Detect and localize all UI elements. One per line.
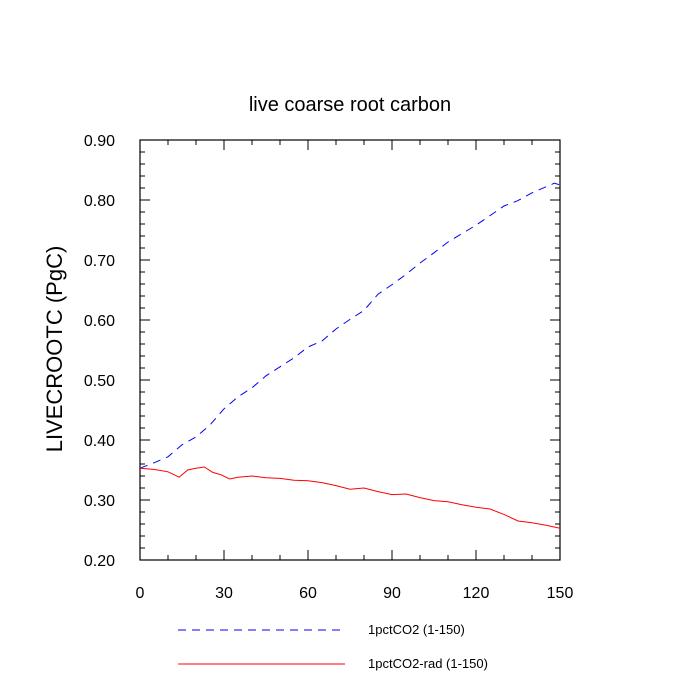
y-tick-label: 0.70 bbox=[84, 253, 115, 270]
x-tick-label: 90 bbox=[383, 585, 401, 602]
x-tick-label: 0 bbox=[136, 585, 145, 602]
y-tick-label: 0.40 bbox=[84, 433, 115, 450]
plot-frame bbox=[139, 139, 561, 561]
legend-label-1: 1pctCO2 (1-150) bbox=[368, 622, 465, 637]
x-tick-label: 30 bbox=[215, 585, 233, 602]
legend-label-2: 1pctCO2-rad (1-150) bbox=[368, 656, 488, 671]
y-tick-label: 0.80 bbox=[84, 193, 115, 210]
plot-area: 0 30 60 90 120 150 0.20 0.30 0.40 0.50 0.60 0.70 0.8… bbox=[84, 133, 574, 602]
series-line-2 bbox=[139, 466, 561, 529]
legend: 1pctCO2 (1-150) 1pctCO2-rad (1-150) bbox=[178, 622, 488, 671]
y-tick-label: 0.20 bbox=[84, 553, 115, 570]
y-tick-label: 0.50 bbox=[84, 373, 115, 390]
y-axis-label: LIVECROOTC (PgC) bbox=[42, 246, 67, 453]
y-tick-label: 0.30 bbox=[84, 493, 115, 510]
x-tick-label: 120 bbox=[463, 585, 490, 602]
y-tick-label: 0.60 bbox=[84, 313, 115, 330]
x-tick-label: 150 bbox=[547, 585, 574, 602]
y-tick-label: 0.90 bbox=[84, 133, 115, 150]
series-line-1 bbox=[139, 182, 561, 469]
chart-title: live coarse root carbon bbox=[249, 94, 451, 116]
x-tick-label: 60 bbox=[299, 585, 317, 602]
